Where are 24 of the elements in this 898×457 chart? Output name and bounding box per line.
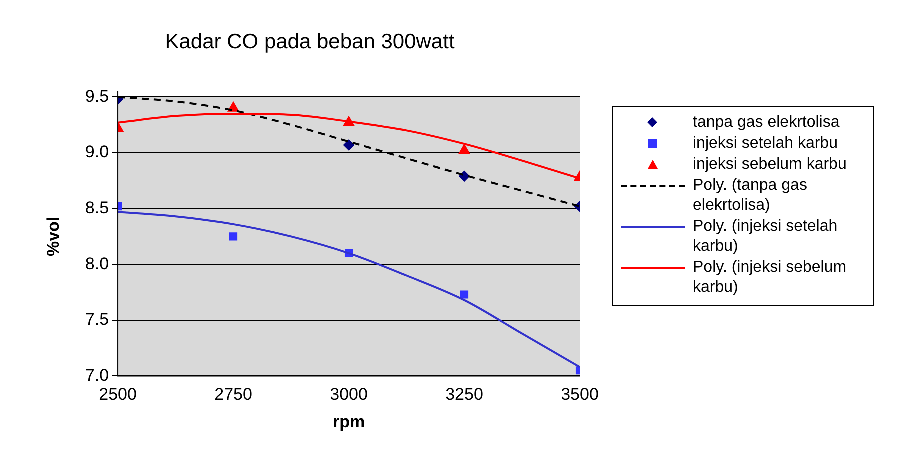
y-axis-title: %vol	[44, 216, 63, 257]
point	[460, 290, 469, 299]
y-tick-label: 9.0	[85, 142, 110, 162]
chart-title: Kadar CO pada beban 300watt	[165, 30, 455, 54]
point	[344, 140, 355, 151]
x-tick-label: 2750	[214, 385, 252, 404]
y-tick-label: 7.5	[85, 310, 110, 330]
x-tick-label: 3500	[561, 385, 599, 404]
x-tick-label: 3000	[330, 385, 368, 404]
legend-label: Poly. (tanpa gas elekrtolisa)	[693, 176, 808, 216]
y-tick-label: 8.0	[85, 254, 110, 274]
legend-label: Poly. (injeksi sebelum karbu)	[693, 258, 848, 298]
point	[229, 232, 238, 241]
legend-label: injeksi sebelum karbu	[693, 155, 848, 175]
x-tick-label: 2500	[99, 385, 137, 404]
y-tick-label: 7.0	[85, 366, 110, 385]
point	[458, 144, 470, 154]
y-tick-label: 9.5	[85, 86, 110, 106]
x-axis-title: rpm	[332, 412, 366, 432]
legend-label: injeksi setelah karbu	[693, 134, 839, 154]
y-tick-label: 8.5	[85, 198, 110, 218]
x-tick-label: 3250	[446, 385, 484, 404]
legend-label: tanpa gas elekrtolisa	[693, 113, 841, 133]
legend-label: Poly. (injeksi setelah karbu)	[693, 217, 839, 257]
